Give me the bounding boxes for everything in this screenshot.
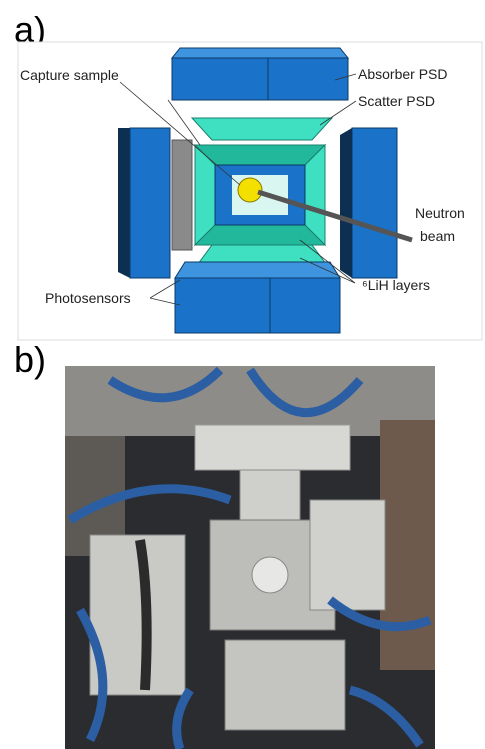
capture-sample	[238, 178, 262, 202]
panel-label: b)	[14, 339, 46, 380]
annotation: beam	[420, 228, 455, 244]
photo	[65, 366, 435, 749]
annotation: Absorber PSD	[358, 66, 447, 82]
annotation: Neutron	[415, 205, 465, 221]
annotation: Scatter PSD	[358, 93, 435, 109]
annotation: Capture sample	[20, 67, 119, 83]
annotation: ⁶LiH layers	[362, 277, 430, 293]
annotation: Photosensors	[45, 290, 131, 306]
figure: a)	[0, 0, 485, 749]
